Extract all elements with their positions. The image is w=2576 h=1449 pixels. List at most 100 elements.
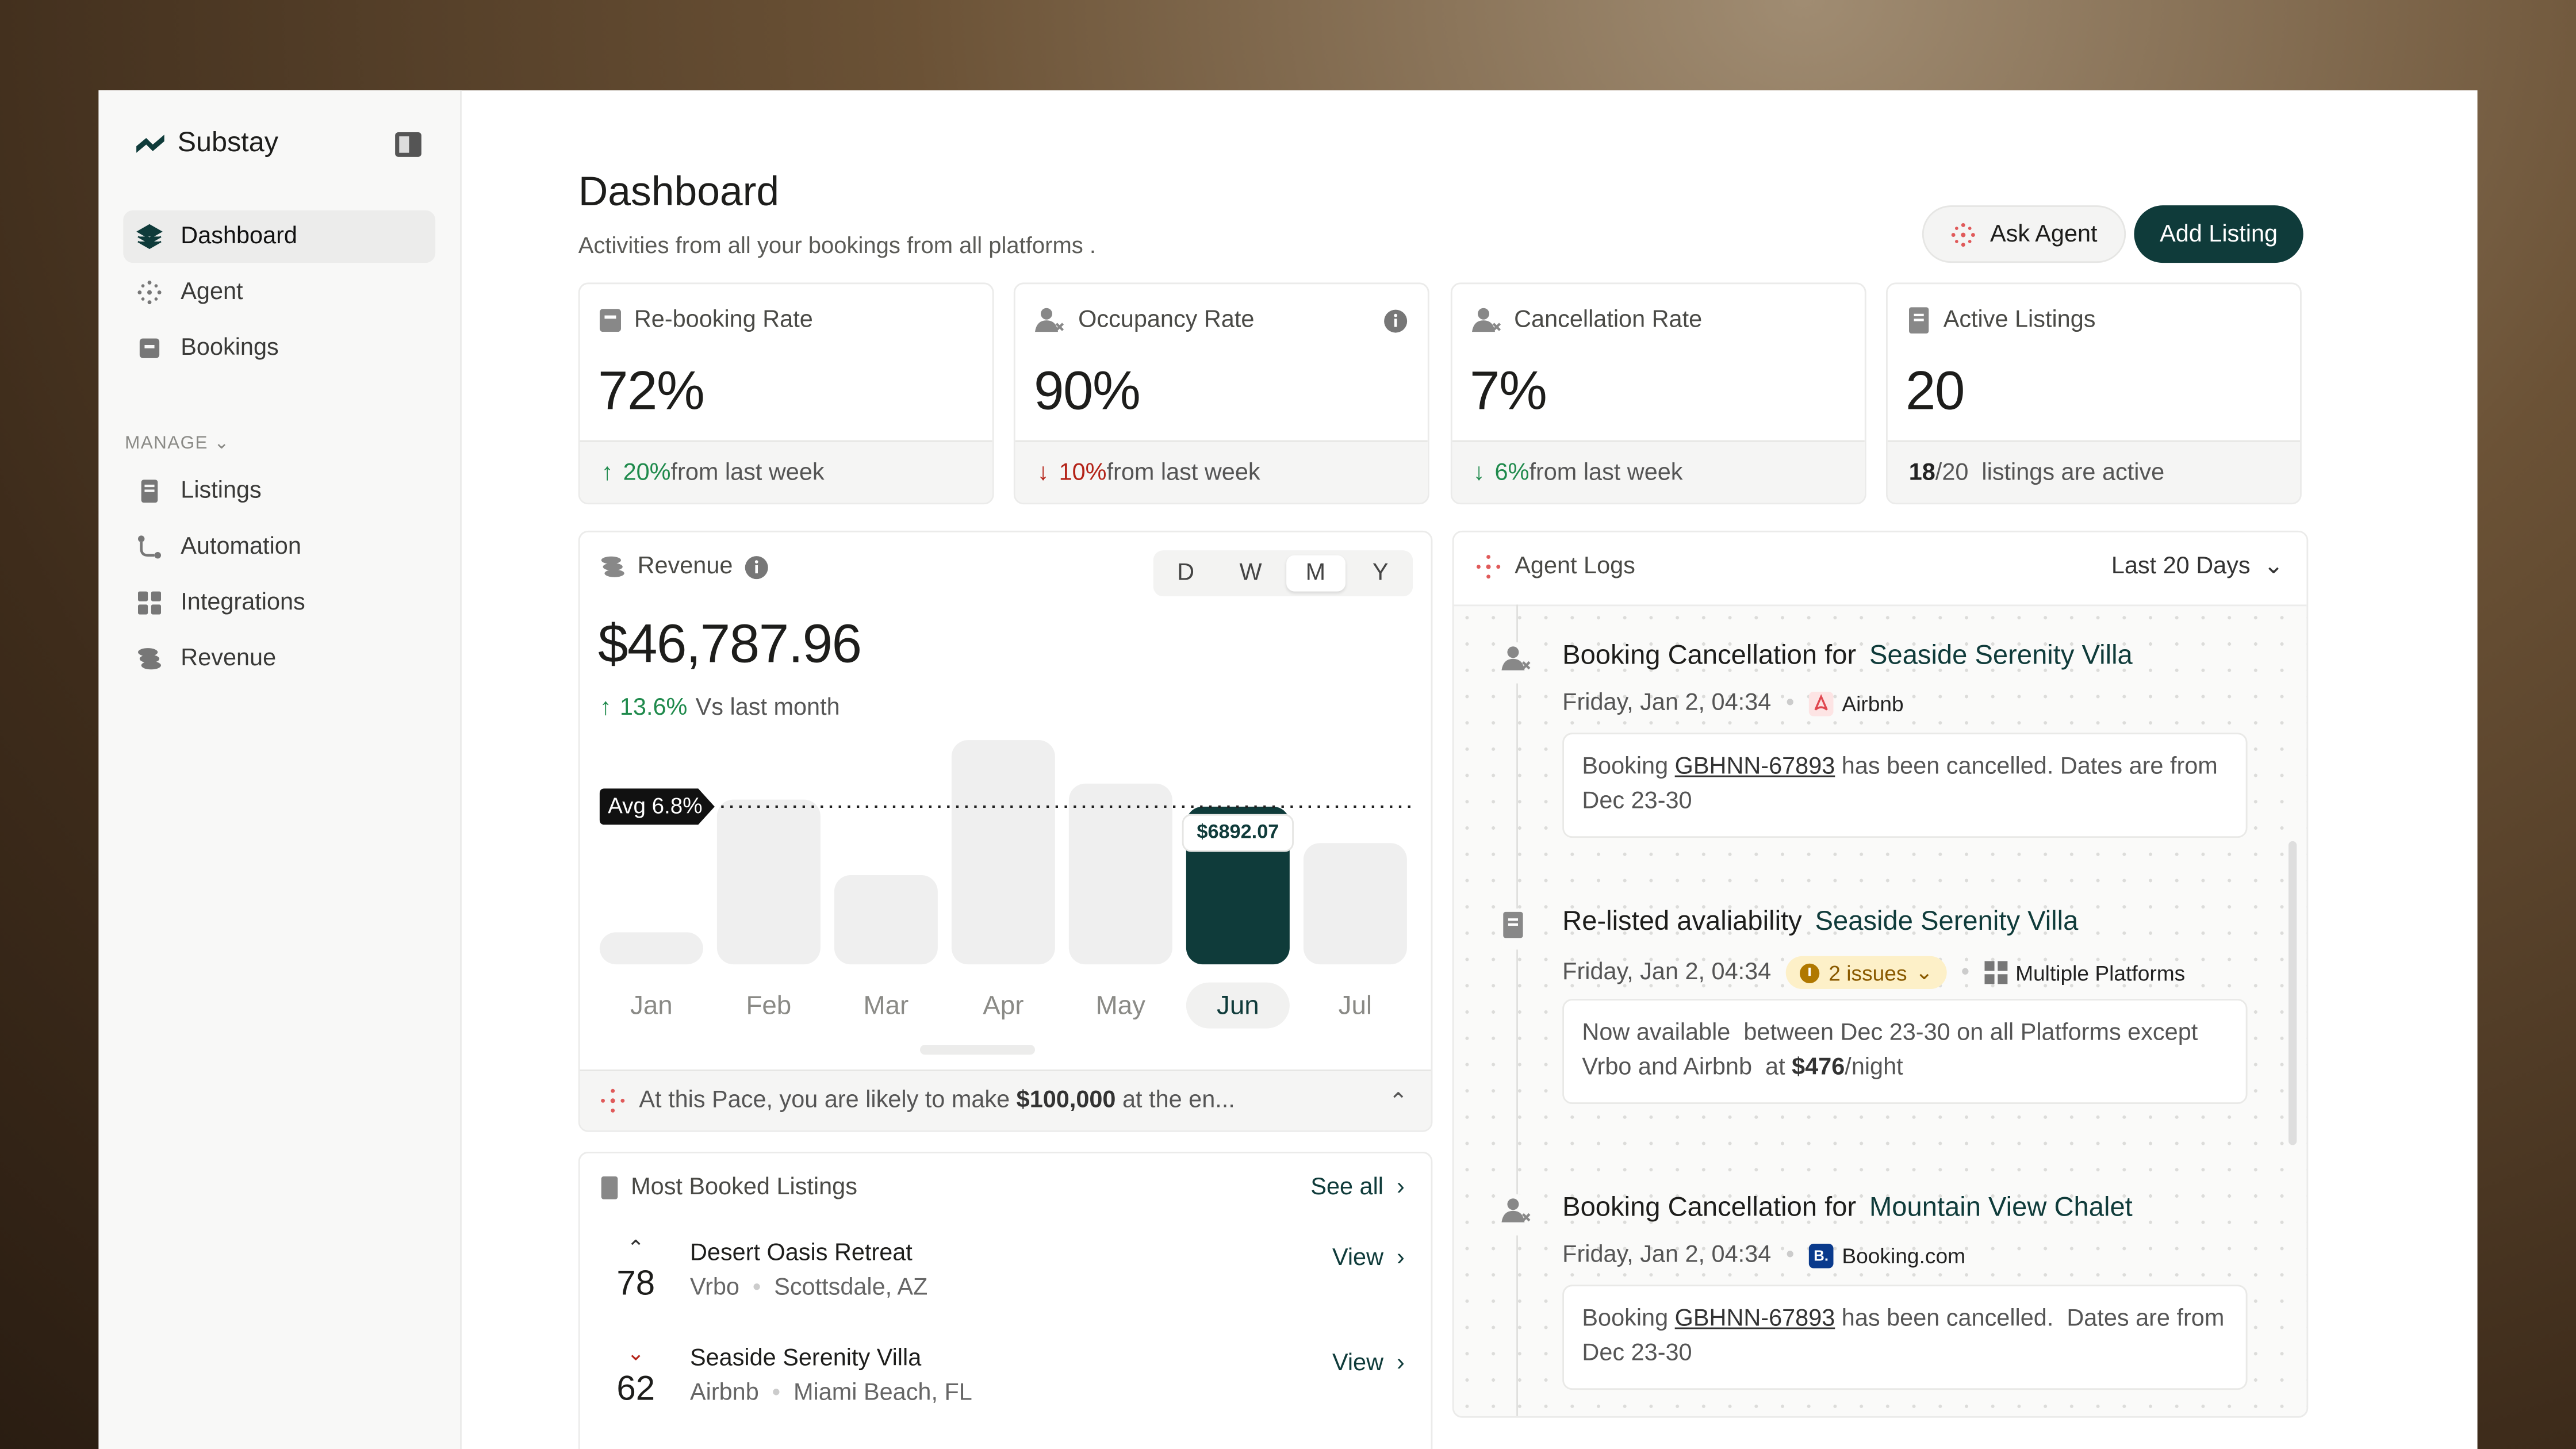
listing-row: ⌃ 78 Desert Oasis Retreat Vrbo • Scottsdal… [580, 1236, 1431, 1328]
nav-item[interactable]: Agent [123, 266, 435, 319]
element: 6%from last week [1495, 459, 1683, 486]
forecast-bar[interactable]: At this Pace, you are likely to make $10… [580, 1070, 1431, 1130]
log-target[interactable]: Seaside Serenity Villa [1869, 641, 2133, 670]
icon [745, 555, 768, 578]
element [1971, 232, 1976, 236]
text[interactable]: W [1239, 560, 1262, 586]
stat-label: Re-booking Rate [634, 307, 813, 334]
stat-change: 10% [1059, 459, 1107, 486]
element [1507, 1198, 1519, 1210]
text: GBHNN-67893 [1674, 754, 1835, 781]
element [1394, 313, 1398, 317]
element [1952, 232, 1956, 236]
value-label: $6892.07 [1197, 821, 1279, 843]
ask-agent-button[interactable]: Ask Agent [1922, 205, 2126, 263]
element [138, 591, 148, 601]
element [1961, 241, 1966, 246]
nav-item[interactable]: Listings [123, 465, 435, 518]
element [1501, 1194, 1531, 1236]
icon [138, 648, 161, 670]
element [599, 309, 621, 332]
collapse-button[interactable] [394, 132, 423, 158]
element [1522, 1213, 1531, 1222]
log-title: Re-listed avaliability [1562, 907, 1802, 937]
element [601, 556, 624, 577]
element: ↑ [601, 459, 614, 486]
issues-badge[interactable]: 2 issues ⌄ [1785, 956, 1946, 989]
element: 18/20 listings are active [1909, 459, 2165, 486]
nav-item[interactable]: Revenue [123, 632, 435, 685]
element [601, 1088, 625, 1113]
element [601, 556, 621, 564]
log-target[interactable]: Seaside Serenity Villa [1815, 907, 2079, 937]
icon [1984, 961, 2007, 984]
element [1035, 320, 1059, 332]
stat-change: 18 [1908, 459, 1935, 486]
icon [1809, 691, 1834, 716]
element: ↓ [1037, 459, 1049, 486]
stat-change-text: from last week [1106, 459, 1260, 486]
element [147, 300, 152, 305]
element: 20%from last week [623, 459, 825, 486]
text: At this Pace, you are likely to make [639, 1087, 1017, 1114]
bar [716, 799, 821, 965]
text[interactable]: Y [1372, 560, 1389, 586]
stat-value: 90% [1033, 359, 1141, 421]
element: ↑ [599, 695, 612, 722]
view-link[interactable]: View › [1332, 1350, 1405, 1377]
element: ↓ [1473, 459, 1485, 486]
element [1477, 565, 1481, 569]
element: Re-booking Rate [599, 307, 813, 334]
stat-card: Occupancy Rate 90% ↓ 10%from last week [1014, 282, 1430, 505]
nav-label: Revenue [181, 645, 277, 672]
text[interactable]: M [1286, 555, 1346, 592]
element [154, 552, 161, 559]
nav-item[interactable]: Bookings [123, 322, 435, 374]
element [1914, 313, 1924, 316]
element [1984, 961, 1994, 971]
stat-change: 20% [623, 459, 671, 486]
element [1508, 918, 1518, 921]
element [1477, 308, 1489, 320]
brand: Substay [135, 126, 278, 159]
nav-item[interactable]: Automation [123, 521, 435, 573]
listing-platform: Airbnb [690, 1380, 759, 1406]
element [1394, 319, 1398, 327]
element [601, 1098, 605, 1103]
element [136, 135, 164, 153]
element [1486, 555, 1490, 559]
element [137, 281, 162, 305]
element [611, 1088, 615, 1093]
icon [601, 1088, 625, 1113]
element: B. [1814, 1247, 1829, 1263]
text: See all [1310, 1174, 1384, 1201]
date-filter[interactable]: Last 20 Days ⌄ [2111, 553, 2284, 580]
listing-location: Scottsdale, AZ [774, 1275, 928, 1301]
element [604, 569, 624, 577]
element: 10%from last week [1059, 459, 1260, 486]
nav-label: Dashboard [181, 223, 297, 250]
app-window: Substay Dashboard Agent Bookings MANAGE … [98, 90, 2478, 1449]
element: 18/20 listings are active [1887, 440, 2300, 503]
view-link[interactable]: View › [1332, 1245, 1405, 1272]
element [754, 559, 758, 563]
nav-label: Bookings [181, 335, 279, 362]
section-label: MANAGE ⌄ [125, 434, 230, 454]
text: has been cancelled. Dates are from Dec 2… [1582, 1306, 2231, 1367]
element [1914, 319, 1924, 321]
element: Occupancy Rate [1035, 307, 1254, 334]
element: ↓ 10%from last week [1015, 440, 1428, 503]
log-target[interactable]: Mountain View Chalet [1869, 1193, 2133, 1222]
nav-label: Listings [181, 478, 262, 505]
element [144, 345, 155, 348]
text[interactable]: D [1177, 560, 1195, 586]
add-listing-button[interactable]: Add Listing [2134, 205, 2303, 263]
see-all-link[interactable]: See all › [1310, 1174, 1405, 1201]
element [1508, 923, 1518, 926]
element [139, 654, 160, 663]
nav-item[interactable]: Integrations [123, 577, 435, 629]
revenue-change: ↑ 13.6% Vs last month [600, 695, 840, 722]
card-title: Most Booked Listings [631, 1174, 857, 1201]
log-platform: Multiple Platforms [2015, 960, 2186, 985]
nav-item[interactable]: Dashboard [123, 210, 436, 263]
